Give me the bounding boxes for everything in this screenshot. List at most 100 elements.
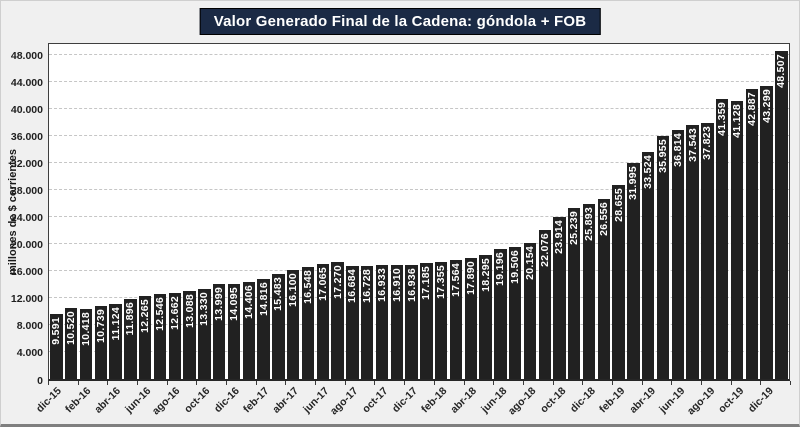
- bar-slot: 9.591: [49, 314, 64, 379]
- bar: 48.507: [775, 51, 788, 379]
- bar-value-label: 16.910: [390, 267, 403, 302]
- bar-slot: 17.065: [315, 263, 330, 379]
- x-tick-label: ago-19: [684, 385, 717, 418]
- x-tick-label: oct-19: [716, 385, 747, 416]
- bar-slot: 10.520: [64, 307, 79, 379]
- x-tick-label: dic-15: [33, 385, 64, 415]
- bar-value-label-wrap: 48.507: [775, 54, 787, 88]
- bar-value-label: 20.154: [523, 245, 536, 280]
- x-tick-label: abr-19: [626, 385, 658, 416]
- bar-value-label-wrap: 11.896: [124, 302, 136, 335]
- bar-value-label: 16.933: [375, 267, 388, 302]
- gridline: [49, 188, 789, 190]
- bar-slot: 37.543: [685, 125, 700, 379]
- bar-value-label-wrap: 16.684: [346, 269, 358, 303]
- bar-value-label: 18.295: [479, 258, 492, 293]
- bar-value-label-wrap: 12.265: [139, 299, 151, 333]
- x-tick-label: jun-16: [122, 385, 153, 416]
- bar-value-label-wrap: 42.887: [746, 92, 758, 126]
- bar: 31.995: [627, 162, 640, 379]
- bar-slot: 48.507: [774, 51, 789, 379]
- x-tick-mark: [611, 381, 613, 385]
- bar-slot: 41.359: [715, 99, 730, 379]
- x-tick-label: feb-19: [597, 385, 628, 416]
- bar-value-label-wrap: 19.196: [494, 252, 506, 286]
- bar-slot: 20.154: [523, 242, 538, 379]
- bar-value-label: 25.893: [583, 206, 596, 241]
- bar-slot: 16.100: [286, 270, 301, 379]
- bar-value-label-wrap: 17.564: [450, 263, 462, 297]
- bar-value-label-wrap: 20.154: [524, 246, 536, 280]
- bar: 14.406: [242, 281, 255, 379]
- bar-value-label: 13.088: [183, 293, 196, 328]
- bar-slot: 23.914: [552, 217, 567, 379]
- bar-value-label: 43.299: [760, 89, 773, 124]
- bar-slot: 10.418: [79, 308, 94, 379]
- bar-slot: 14.095: [227, 283, 242, 379]
- bar: 17.185: [420, 262, 433, 379]
- bar-value-label: 16.100: [287, 273, 300, 308]
- bar: 17.564: [449, 260, 463, 379]
- bar-value-label-wrap: 9.591: [50, 317, 62, 345]
- bar: 13.088: [183, 290, 196, 379]
- y-tick-label: 8.000: [16, 320, 43, 333]
- bar-value-label-wrap: 35.955: [657, 139, 669, 173]
- bar-value-label-wrap: 10.520: [65, 311, 77, 345]
- bar: 25.893: [582, 203, 596, 379]
- bar-slot: 37.823: [700, 123, 715, 379]
- bar-slot: 16.910: [389, 264, 404, 379]
- bar-slot: 16.936: [404, 264, 419, 379]
- bar-value-label-wrap: 12.662: [169, 296, 181, 330]
- bar-value-label-wrap: 37.823: [701, 126, 713, 160]
- bar: 41.359: [716, 99, 729, 379]
- x-tick-label: feb-18: [419, 385, 450, 416]
- bar-slot: 13.088: [182, 290, 197, 379]
- bar-value-label-wrap: 43.299: [760, 89, 773, 124]
- bar-value-label: 16.936: [405, 267, 418, 302]
- bar-slot: 42.887: [744, 89, 759, 379]
- bar-slot: 17.270: [330, 262, 345, 379]
- bar-value-label-wrap: 28.655: [612, 188, 625, 222]
- bar: 16.910: [390, 264, 403, 379]
- bar-value-label-wrap: 10.739: [95, 309, 107, 343]
- bar: 23.914: [553, 217, 566, 379]
- bar-slot: 33.524: [641, 152, 656, 379]
- gridline: [49, 242, 789, 244]
- x-tick-mark: [790, 381, 791, 385]
- bar-value-label-wrap: 17.185: [420, 266, 432, 300]
- x-tick-label: ago-17: [328, 385, 361, 418]
- bar-value-label-wrap: 25.239: [568, 211, 580, 245]
- x-tick-label: abr-17: [270, 385, 302, 416]
- bar-value-label: 31.995: [627, 165, 640, 200]
- y-tick-label: 32.000: [10, 158, 43, 171]
- bar-value-label: 17.355: [435, 264, 448, 299]
- bar-value-label: 37.823: [701, 126, 714, 161]
- bar: 16.936: [405, 264, 418, 379]
- bar-value-label-wrap: 13.088: [183, 293, 196, 328]
- bar-slot: 19.196: [493, 249, 508, 379]
- bar-value-label-wrap: 16.910: [391, 268, 403, 302]
- chart-title: Valor Generado Final de la Cadena: góndo…: [199, 8, 601, 35]
- bar-value-label: 11.896: [124, 301, 137, 335]
- gridline: [49, 215, 789, 217]
- x-tick-mark: [255, 381, 257, 385]
- x-tick-mark: [522, 381, 524, 385]
- bar-value-label: 23.914: [553, 220, 566, 255]
- bar: 13.999: [212, 284, 226, 379]
- bar-value-label: 17.065: [316, 266, 329, 301]
- bar: 14.095: [227, 283, 241, 379]
- bar: 16.933: [375, 264, 389, 379]
- x-tick-mark: [374, 381, 376, 385]
- bar-value-label: 48.507: [775, 54, 788, 89]
- bar-value-label: 16.684: [346, 269, 359, 304]
- bar-value-label-wrap: 14.816: [257, 282, 270, 316]
- bar-value-label: 17.564: [449, 263, 462, 298]
- bar-value-label-wrap: 19.506: [509, 250, 521, 284]
- bar-value-label: 19.506: [509, 250, 522, 285]
- bar-slot: 16.933: [375, 264, 390, 379]
- bar-slot: 12.265: [138, 296, 153, 379]
- x-tick-mark: [344, 381, 346, 385]
- y-tick-label: 40.000: [10, 104, 43, 117]
- x-tick-label: jun-17: [300, 385, 332, 416]
- x-tick-label: dic-18: [568, 385, 599, 415]
